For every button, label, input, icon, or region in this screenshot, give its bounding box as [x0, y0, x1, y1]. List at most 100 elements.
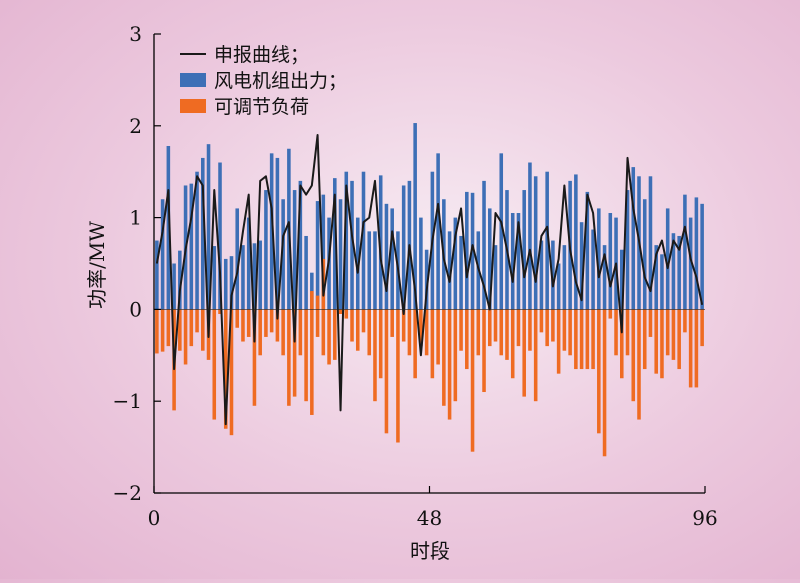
- bar-load-56: [476, 309, 481, 356]
- bar-load-91: [677, 309, 681, 370]
- bar-load-18: [258, 309, 262, 356]
- bar-wind-38: [373, 231, 377, 310]
- bar-load-10: [212, 309, 217, 420]
- line-layer: [155, 133, 704, 426]
- bar-load-positive-27: [310, 291, 314, 310]
- bar-wind-57: [482, 180, 486, 310]
- bar-load-85: [642, 309, 647, 370]
- legend-label: 可调节负荷: [214, 96, 309, 118]
- bar-wind-41: [390, 208, 394, 310]
- bar-load-75: [585, 309, 590, 370]
- axes-layer: −2 −1 0 1 2 3 0 48 96: [113, 22, 718, 530]
- bar-wind-27: [310, 272, 314, 310]
- bar-load-73: [574, 309, 578, 370]
- bar-load-88: [660, 309, 664, 379]
- bar-wind-7: [195, 171, 199, 310]
- bar-wind-22: [281, 199, 285, 310]
- bar-wind-92: [683, 194, 687, 310]
- bar-load-55: [470, 309, 475, 452]
- bar-load-43: [401, 309, 406, 342]
- x-axis-title: 时段: [410, 539, 450, 563]
- bar-wind-91: [677, 235, 681, 310]
- bar-load-92: [683, 309, 687, 333]
- bar-load-83: [631, 309, 636, 402]
- y-tick-label: 2: [129, 114, 142, 138]
- bar-load-34: [350, 309, 354, 342]
- bar-load-78: [602, 309, 607, 457]
- bar-load-13: [229, 309, 234, 436]
- bar-load-7: [195, 309, 199, 333]
- bar-load-59: [493, 309, 498, 342]
- bar-wind-60: [499, 153, 504, 310]
- bar-load-49: [436, 309, 440, 365]
- bar-load-40: [384, 309, 389, 434]
- bar-load-94: [694, 309, 699, 388]
- bar-wind-1: [160, 199, 165, 310]
- bar-wind-34: [350, 180, 354, 310]
- bar-wind-35: [355, 217, 360, 310]
- bar-wind-85: [642, 199, 647, 310]
- legend-swatch-bar: [180, 99, 206, 113]
- bar-wind-65: [528, 162, 532, 310]
- bar-wind-70: [556, 263, 561, 310]
- bar-load-15: [241, 309, 245, 342]
- bar-load-86: [648, 309, 653, 337]
- bar-load-2: [166, 309, 171, 347]
- bar-wind-62: [510, 213, 515, 310]
- bar-wind-31: [333, 178, 337, 310]
- bar-wind-20: [269, 153, 274, 310]
- bar-wind-33: [344, 171, 349, 310]
- bar-load-76: [591, 309, 595, 370]
- bar-wind-75: [585, 191, 590, 310]
- bar-load-58: [487, 309, 492, 347]
- bar-load-42: [396, 309, 400, 443]
- bar-load-35: [355, 309, 360, 351]
- bar-load-46: [419, 309, 423, 347]
- bar-wind-32: [338, 199, 343, 310]
- bar-wind-66: [533, 176, 538, 310]
- bar-load-57: [482, 309, 486, 393]
- bar-wind-28: [315, 201, 320, 310]
- bar-load-33: [344, 309, 349, 319]
- bar-load-32: [338, 309, 343, 314]
- bar-load-25: [298, 309, 303, 356]
- bar-wind-25: [298, 180, 303, 310]
- bar-load-84: [637, 309, 641, 420]
- bar-load-39: [378, 309, 383, 379]
- bar-wind-78: [602, 245, 607, 310]
- bar-wind-87: [654, 245, 658, 310]
- bar-wind-21: [275, 157, 280, 310]
- bar-wind-4: [178, 250, 182, 310]
- bar-load-8: [201, 309, 205, 351]
- bar-load-70: [556, 309, 561, 374]
- bar-wind-40: [384, 203, 389, 310]
- bar-load-81: [620, 309, 624, 379]
- x-tick-label: 48: [417, 506, 442, 530]
- bars-layer: [155, 123, 704, 457]
- bar-wind-46: [419, 217, 423, 310]
- bar-wind-71: [562, 245, 567, 310]
- bar-load-5: [183, 309, 188, 365]
- bar-wind-79: [608, 213, 613, 310]
- legend-label: 申报曲线；: [214, 44, 309, 66]
- bar-load-79: [608, 309, 613, 319]
- declared-curve-line: [155, 133, 704, 426]
- bar-wind-24: [292, 190, 297, 310]
- bar-wind-90: [671, 233, 676, 310]
- bar-wind-39: [378, 175, 383, 310]
- bar-load-82: [625, 309, 630, 356]
- bar-load-80: [614, 309, 618, 356]
- bar-wind-11: [218, 162, 222, 310]
- y-axis-title: 功率/MW: [85, 221, 109, 309]
- bar-wind-93: [688, 217, 693, 310]
- bar-load-77: [597, 309, 601, 434]
- bar-wind-68: [545, 171, 549, 310]
- bar-wind-83: [631, 167, 636, 310]
- legend-swatch-bar: [180, 73, 206, 87]
- bar-load-20: [269, 309, 274, 333]
- bar-load-31: [333, 309, 337, 360]
- bar-load-90: [671, 309, 676, 360]
- bar-wind-51: [447, 231, 452, 310]
